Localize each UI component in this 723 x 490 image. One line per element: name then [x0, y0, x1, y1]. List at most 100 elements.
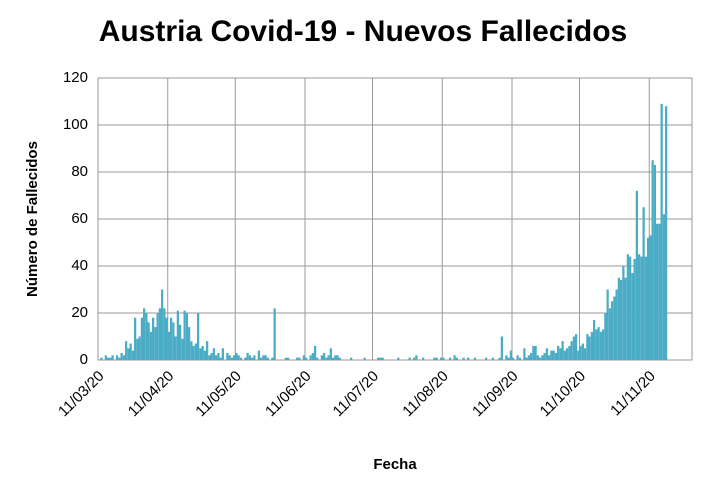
bar — [559, 348, 562, 360]
bar — [534, 345, 537, 360]
bar — [320, 355, 323, 360]
bar — [122, 355, 125, 360]
bar — [104, 355, 107, 360]
y-tick-label: 20 — [71, 304, 88, 321]
bar — [453, 355, 456, 360]
bar — [647, 237, 650, 360]
bar — [309, 355, 312, 360]
bar — [179, 324, 182, 360]
x-tick-label: 11/05/20 — [192, 368, 245, 421]
bar — [635, 190, 638, 360]
bar — [156, 313, 159, 360]
bar — [550, 350, 553, 360]
chart-title: Austria Covid-19 - Nuevos Fallecidos — [99, 15, 627, 48]
bar — [163, 308, 166, 360]
bar — [311, 352, 314, 360]
y-axis-label: Número de Fallecidos — [24, 141, 41, 297]
bar — [230, 357, 233, 360]
bar — [518, 357, 521, 360]
bar — [170, 317, 173, 360]
x-axis-label: Fecha — [373, 456, 417, 473]
bar — [449, 357, 452, 360]
bar — [332, 357, 335, 360]
bar — [248, 355, 251, 360]
bar — [221, 348, 224, 360]
bar — [536, 355, 539, 360]
bar — [381, 357, 384, 360]
bar — [568, 345, 571, 360]
x-tick-label: 11/07/20 — [330, 368, 383, 421]
bar — [597, 327, 600, 360]
bar — [595, 329, 598, 360]
bar — [125, 341, 128, 360]
bar — [185, 313, 188, 360]
bar — [593, 320, 596, 360]
bar — [620, 280, 623, 360]
bar — [653, 164, 656, 360]
bar — [147, 322, 150, 360]
bar — [118, 357, 121, 360]
bar — [188, 327, 191, 360]
bar — [554, 352, 557, 360]
bar — [498, 357, 501, 360]
bar — [413, 357, 416, 360]
bar — [136, 338, 139, 360]
bar — [581, 343, 584, 360]
bar — [530, 352, 533, 360]
bar — [651, 160, 654, 360]
y-tick-label: 60 — [71, 210, 88, 227]
bar — [377, 357, 380, 360]
bar — [608, 308, 611, 360]
bar — [266, 357, 269, 360]
bar — [219, 357, 222, 360]
bar — [325, 357, 328, 360]
y-tick-label: 100 — [63, 116, 88, 133]
bar — [638, 254, 641, 360]
bar — [379, 357, 382, 360]
bar — [172, 322, 175, 360]
bar — [570, 341, 573, 360]
bar — [604, 313, 607, 360]
bar — [602, 329, 605, 360]
bar — [579, 345, 582, 360]
bar — [215, 355, 218, 360]
bar — [505, 355, 508, 360]
bar — [253, 355, 256, 360]
bar — [176, 310, 179, 360]
x-tick-label: 11/11/20 — [607, 368, 659, 420]
bar — [203, 350, 206, 360]
bar — [440, 357, 443, 360]
bar — [588, 336, 591, 360]
bar — [541, 355, 544, 360]
bar — [584, 348, 587, 360]
x-tick-label: 11/09/20 — [469, 368, 522, 421]
bar — [606, 289, 609, 360]
bar — [174, 336, 177, 360]
bar — [134, 317, 137, 360]
bar — [557, 345, 560, 360]
bar — [257, 350, 260, 360]
bar — [262, 355, 265, 360]
bar — [467, 357, 470, 360]
bar — [665, 106, 668, 360]
bar — [181, 338, 184, 360]
bar — [237, 355, 240, 360]
bar — [264, 355, 267, 360]
bar — [109, 357, 112, 360]
bar — [145, 313, 148, 360]
bar — [500, 336, 503, 360]
bar — [613, 296, 616, 360]
bar — [183, 310, 186, 360]
bar — [561, 341, 564, 360]
bar — [473, 357, 476, 360]
bar — [545, 348, 548, 360]
bar — [158, 308, 161, 360]
bar — [140, 317, 143, 360]
bar — [208, 355, 211, 360]
bar — [525, 357, 528, 360]
bar — [338, 357, 341, 360]
bar — [485, 357, 488, 360]
bar — [206, 341, 209, 360]
bar — [201, 345, 204, 360]
